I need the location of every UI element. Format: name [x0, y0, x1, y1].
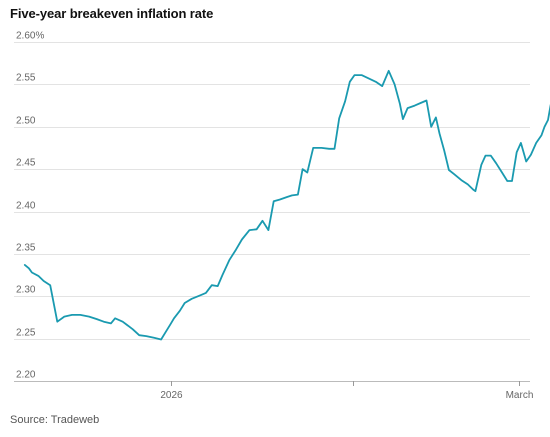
x-axis: 2026 March	[160, 381, 533, 401]
chart-title: Five-year breakeven inflation rate	[10, 6, 214, 21]
series-line	[23, 69, 550, 341]
y-tick-label: 2.30	[16, 285, 36, 296]
y-tick-label: 2.55	[16, 73, 36, 84]
series-layer	[23, 69, 550, 341]
y-tick-label: 2.45	[16, 158, 36, 169]
y-tick-label: 2.35	[16, 243, 36, 254]
y-tick-label: 2.50	[16, 116, 36, 127]
y-grid: 2.20 2.25 2.30 2.35 2.40 2.45 2.50 2.55 2.60%	[14, 31, 530, 382]
x-tick-label: March	[506, 390, 534, 401]
x-tick-label: 2026	[160, 390, 183, 401]
y-tick-label: 2.25	[16, 328, 36, 339]
y-tick-label: 2.40	[16, 201, 36, 212]
source-note: Source: Tradeweb	[10, 414, 100, 426]
y-tick-label: 2.60%	[16, 31, 44, 42]
y-tick-label: 2.20	[16, 370, 36, 381]
